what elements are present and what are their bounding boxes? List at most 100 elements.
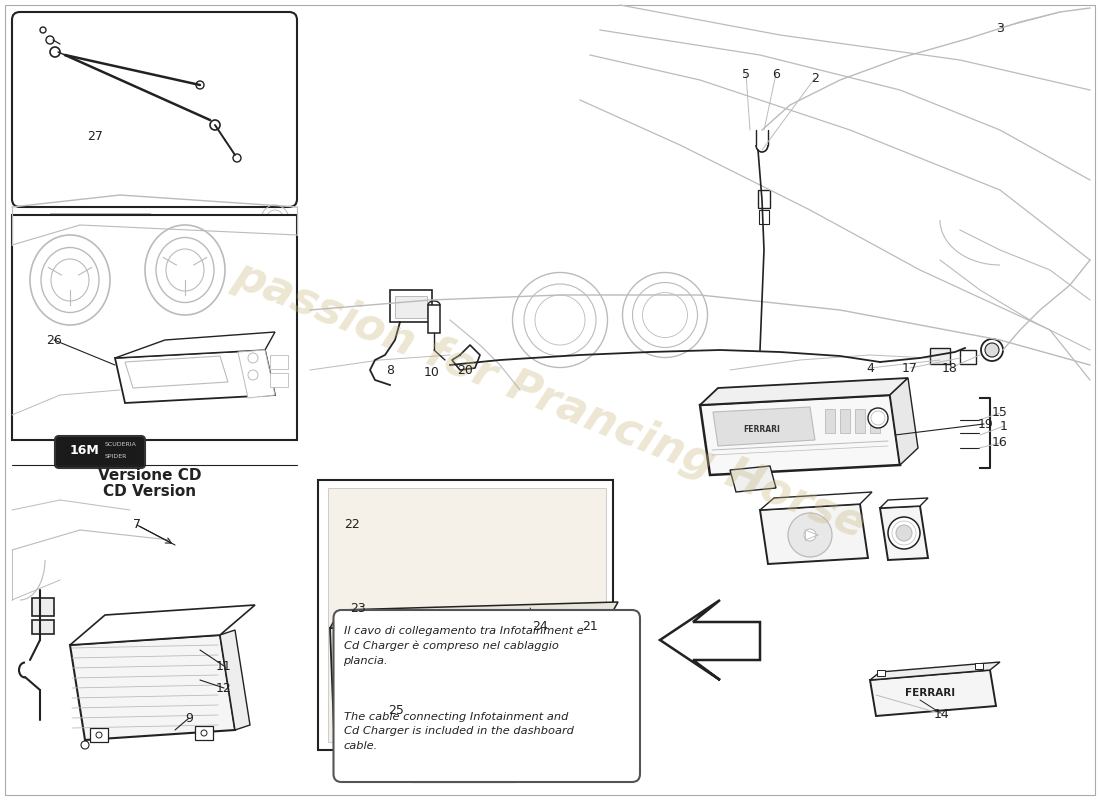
Polygon shape [125, 356, 228, 388]
Bar [270, 373, 288, 387]
Text: 14: 14 [934, 707, 950, 721]
Bar [32, 598, 54, 616]
Text: 23: 23 [350, 602, 366, 614]
Bar [428, 305, 440, 333]
Bar [825, 409, 835, 433]
Circle shape [81, 741, 89, 749]
Circle shape [211, 220, 219, 228]
Bar [12, 215, 297, 440]
Circle shape [96, 732, 102, 738]
Circle shape [40, 27, 46, 33]
Text: 12: 12 [216, 682, 232, 694]
Text: 18: 18 [942, 362, 958, 374]
Circle shape [538, 644, 566, 672]
Circle shape [888, 517, 920, 549]
Text: 10: 10 [425, 366, 440, 378]
Text: 19: 19 [978, 418, 994, 430]
FancyBboxPatch shape [333, 610, 640, 782]
Text: 17: 17 [902, 362, 917, 374]
FancyBboxPatch shape [12, 12, 297, 207]
Bar [758, 190, 770, 208]
Circle shape [196, 220, 204, 228]
Circle shape [201, 730, 207, 736]
Text: SCUDERIA: SCUDERIA [104, 442, 136, 446]
Circle shape [170, 220, 179, 228]
Polygon shape [116, 350, 275, 403]
Circle shape [984, 343, 999, 357]
Text: FERRARI: FERRARI [905, 688, 955, 698]
Polygon shape [660, 600, 760, 680]
Text: 5: 5 [742, 67, 750, 81]
Bar [395, 296, 427, 318]
Circle shape [868, 408, 888, 428]
Text: Versione CD: Versione CD [98, 467, 201, 482]
Circle shape [50, 47, 60, 57]
Bar [328, 488, 606, 742]
Bar [975, 663, 983, 669]
Circle shape [224, 220, 232, 228]
Bar [270, 355, 288, 369]
Text: 27: 27 [87, 130, 103, 142]
Text: 26: 26 [46, 334, 62, 346]
Text: 21: 21 [582, 619, 598, 633]
Text: 25: 25 [388, 703, 404, 717]
Circle shape [377, 650, 397, 670]
FancyBboxPatch shape [408, 746, 518, 782]
Text: Il cavo di collegamento tra Infotainment e
Cd Charger è compreso nel cablaggio
p: Il cavo di collegamento tra Infotainment… [343, 626, 583, 666]
Bar [390, 290, 432, 322]
Text: 6: 6 [772, 67, 780, 81]
Text: SCUDERIA: SCUDERIA [468, 754, 496, 759]
Bar [930, 348, 950, 364]
Circle shape [349, 622, 425, 698]
Circle shape [196, 81, 204, 89]
Bar [870, 409, 880, 433]
Text: SPIDER: SPIDER [104, 454, 128, 458]
Text: 22: 22 [344, 518, 360, 530]
Polygon shape [890, 378, 918, 465]
Text: 16: 16 [992, 437, 1008, 450]
Bar [90, 728, 108, 742]
Circle shape [248, 370, 258, 380]
Polygon shape [700, 395, 900, 475]
Polygon shape [238, 350, 275, 398]
Polygon shape [870, 670, 996, 716]
Text: 4: 4 [866, 362, 873, 374]
Bar [318, 480, 613, 750]
Polygon shape [330, 602, 618, 628]
Polygon shape [760, 492, 872, 510]
Polygon shape [434, 648, 478, 690]
Text: CD Version: CD Version [103, 485, 197, 499]
Bar [855, 409, 865, 433]
Polygon shape [116, 332, 275, 358]
Bar [960, 350, 976, 364]
Text: SPIDER: SPIDER [468, 767, 487, 773]
Text: 7: 7 [133, 518, 141, 531]
Bar [195, 726, 213, 740]
Text: 9: 9 [185, 711, 192, 725]
Bar [877, 670, 886, 676]
Text: 8: 8 [386, 363, 394, 377]
Polygon shape [730, 466, 776, 492]
Circle shape [804, 529, 816, 541]
Circle shape [896, 525, 912, 541]
Text: 3: 3 [997, 22, 1004, 34]
Polygon shape [70, 635, 235, 740]
Text: 16M: 16M [70, 443, 100, 457]
Polygon shape [330, 620, 612, 732]
Polygon shape [713, 407, 815, 446]
Polygon shape [490, 616, 612, 704]
Polygon shape [880, 506, 928, 560]
Bar [840, 409, 850, 433]
Polygon shape [220, 630, 250, 730]
Polygon shape [870, 662, 1000, 680]
Polygon shape [760, 504, 868, 564]
Text: The cable connecting Infotainment and
Cd Charger is included in the dashboard
ca: The cable connecting Infotainment and Cd… [343, 712, 573, 750]
Polygon shape [700, 378, 908, 405]
Text: FERRARI: FERRARI [744, 426, 780, 434]
Circle shape [210, 120, 220, 130]
Text: 11: 11 [216, 659, 232, 673]
Text: 15: 15 [992, 406, 1008, 419]
Text: 24: 24 [532, 619, 548, 633]
Text: 20: 20 [458, 363, 473, 377]
Circle shape [233, 154, 241, 162]
